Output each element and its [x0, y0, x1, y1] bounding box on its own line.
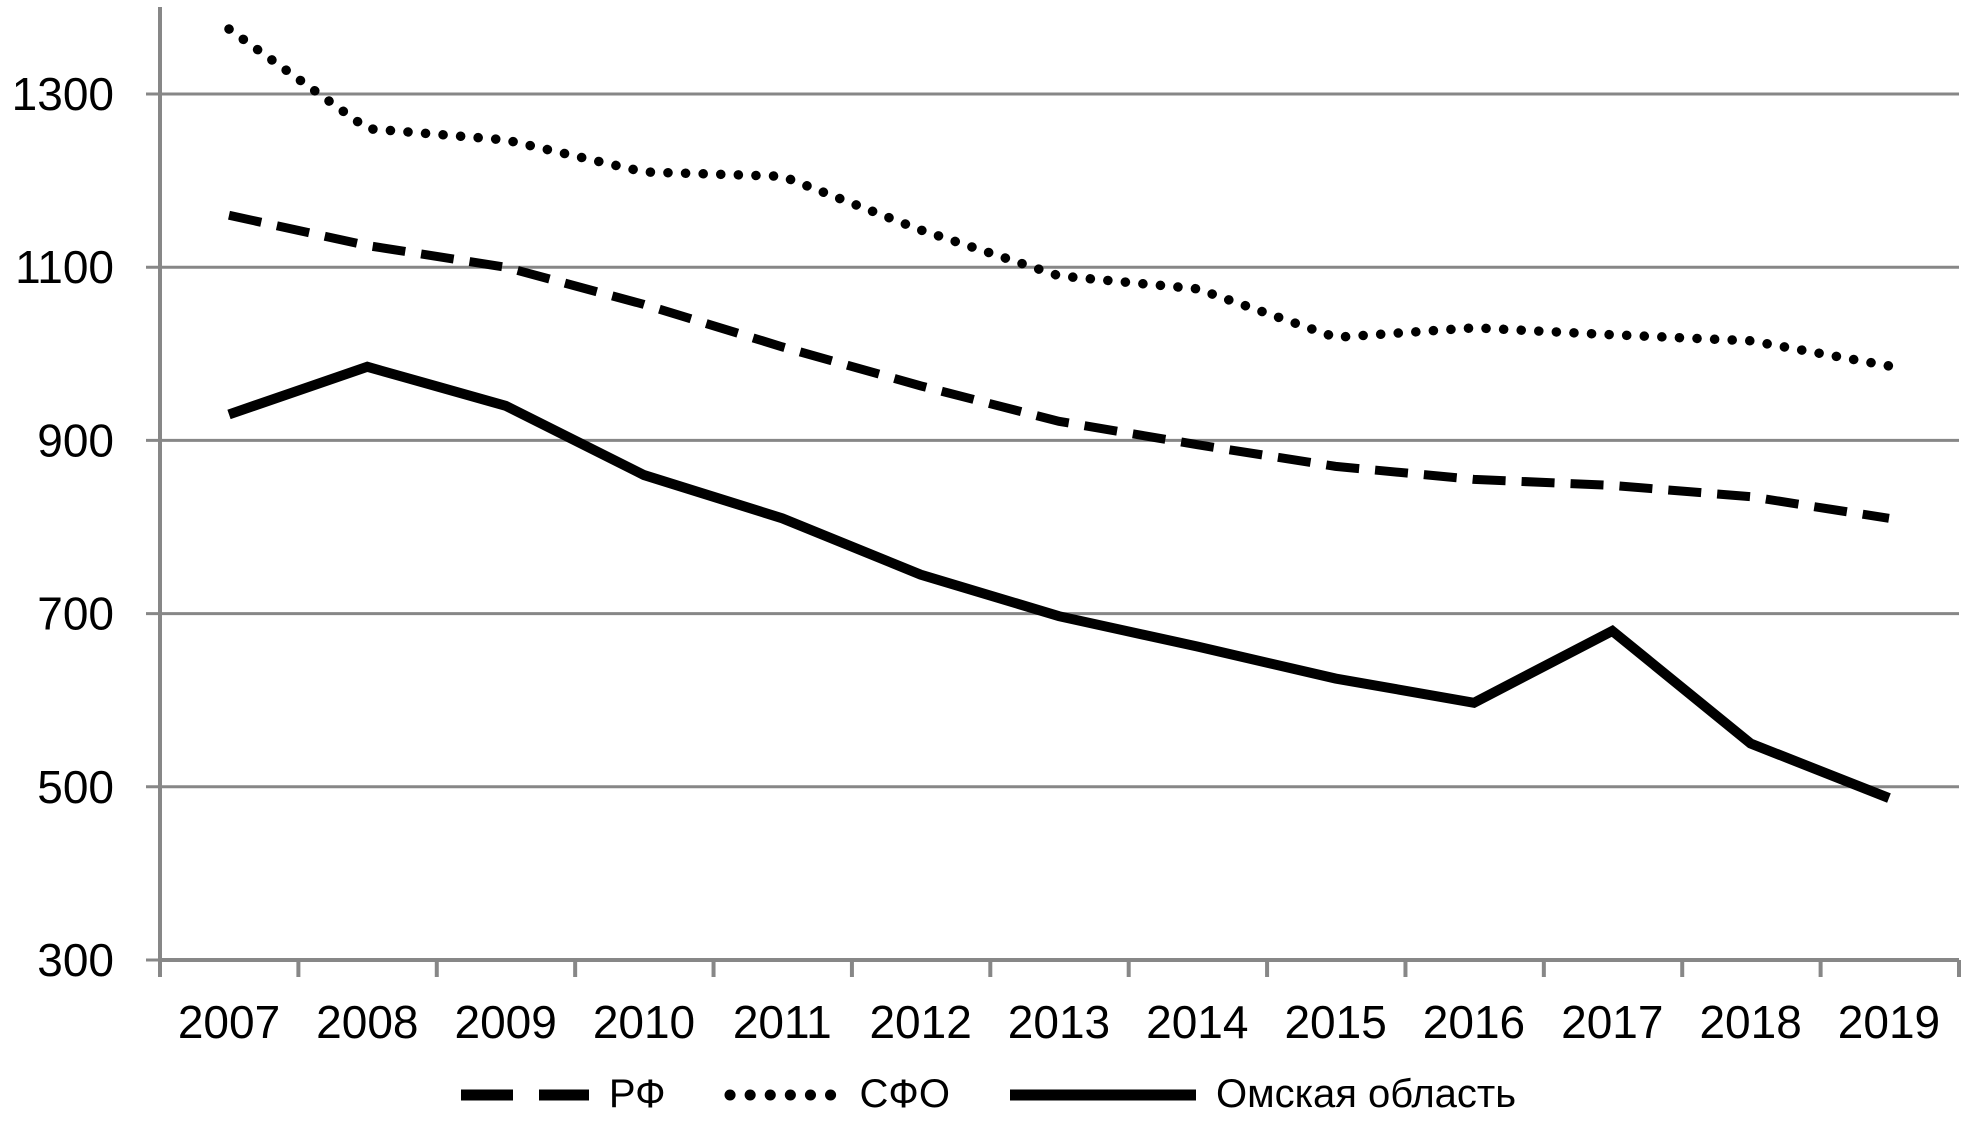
dotted-line-icon: [724, 1089, 842, 1100]
y-axis-tick-label: 1300: [12, 68, 114, 120]
y-axis-tick-label: 1100: [15, 241, 114, 293]
series-line-omsk: [227, 361, 1891, 803]
series-line-rf: [228, 210, 1890, 523]
dashed-line-icon: [460, 1089, 589, 1100]
x-axis-tick-label: 2019: [1838, 996, 1940, 1048]
y-axis-tick-label: 500: [37, 761, 114, 813]
x-axis-tick-label: 2010: [593, 996, 695, 1048]
y-axis-tick-label: 700: [37, 588, 114, 640]
y-axis-tick-label: 900: [37, 414, 114, 466]
legend-item-omsk: Омская область: [1008, 1072, 1516, 1117]
legend-item-sfo: СФО: [724, 1072, 950, 1117]
x-axis-tick-label: 2008: [316, 996, 418, 1048]
y-axis-tick-label: 300: [37, 934, 114, 986]
x-axis-tick-label: 2016: [1423, 996, 1525, 1048]
x-axis-tick-label: 2012: [869, 996, 971, 1048]
chart-legend: РФ СФО Омская область: [0, 1072, 1975, 1117]
solid-line-icon: [1009, 1089, 1196, 1100]
legend-item-rf: РФ: [459, 1072, 666, 1117]
x-axis-tick-label: 2011: [733, 996, 832, 1048]
legend-label-sfo: СФО: [859, 1072, 950, 1116]
legend-label-rf: РФ: [608, 1072, 666, 1116]
series-line-sfo: [224, 24, 1894, 371]
x-axis-tick-label: 2018: [1699, 996, 1801, 1048]
x-axis-tick-label: 2014: [1146, 996, 1248, 1048]
x-axis-tick-label: 2015: [1284, 996, 1386, 1048]
legend-label-omsk: Омская область: [1215, 1072, 1517, 1116]
x-axis-tick-label: 2013: [1008, 996, 1110, 1048]
x-axis-tick-label: 2017: [1561, 996, 1663, 1048]
x-axis-tick-label: 2009: [454, 996, 556, 1048]
x-axis-tick-label: 2007: [178, 996, 280, 1048]
